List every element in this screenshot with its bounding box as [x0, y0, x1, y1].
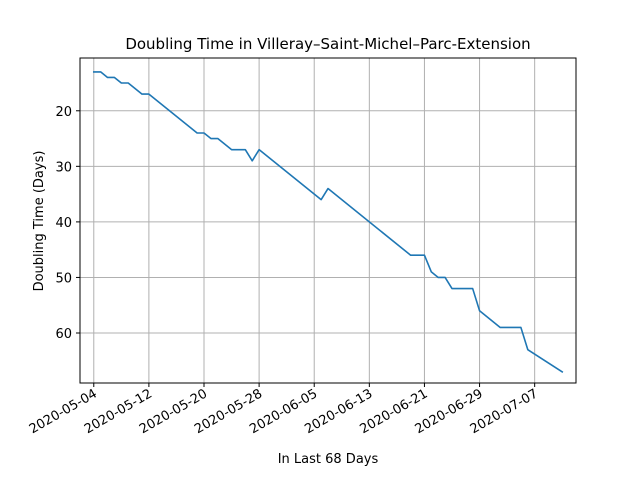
y-tick-label: 60	[55, 327, 72, 342]
plot-area-frame	[79, 57, 577, 384]
y-axis-label: Doubling Time (Days)	[32, 151, 47, 292]
y-tick-label: 20	[55, 105, 72, 120]
series-layer	[92, 71, 564, 373]
chart-title: Doubling Time in Villeray–Saint-Michel–P…	[125, 35, 530, 53]
grid-lines	[80, 58, 576, 383]
y-tick-label: 50	[55, 271, 72, 286]
y-tick-label: 40	[55, 216, 72, 231]
x-axis-label: In Last 68 Days	[278, 452, 379, 467]
series-line	[92, 71, 564, 373]
y-tick-label: 30	[55, 160, 72, 175]
